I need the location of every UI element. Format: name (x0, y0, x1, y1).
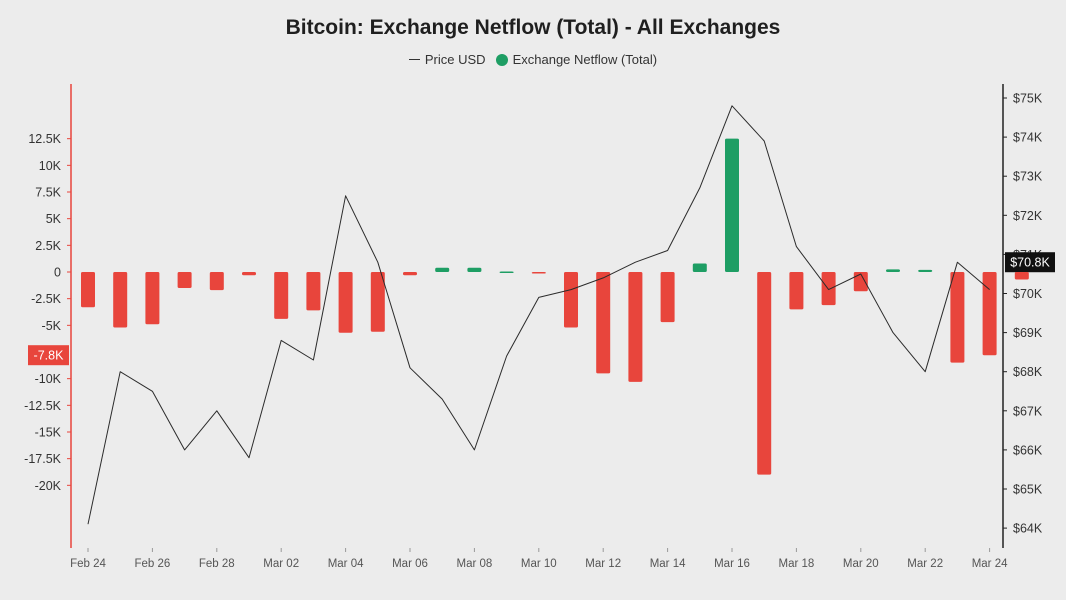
y-left-tick-label: 12.5K (28, 132, 61, 146)
y-left-tick-label: 0 (54, 266, 61, 280)
legend-item-price[interactable]: Price USD (408, 52, 486, 67)
y-left-tick-label: -12.5K (24, 399, 61, 413)
x-tick-label: Mar 06 (392, 558, 428, 570)
legend: Price USD Exchange Netflow (Total) (0, 52, 1066, 67)
y-right-tick-label: $70K (1013, 287, 1043, 301)
netflow-bar (950, 272, 965, 363)
y-left-value-badge-label: -7.8K (34, 349, 65, 363)
price-line (87, 105, 990, 525)
netflow-bar (499, 271, 514, 273)
y-left-tick-label: -15K (35, 425, 62, 439)
y-right-tick-label: $73K (1013, 170, 1043, 184)
netflow-bar (338, 272, 353, 333)
y-left-value-badge (28, 345, 69, 366)
y-right-tick-label: $65K (1013, 483, 1043, 497)
chart-title: Bitcoin: Exchange Netflow (Total) - All … (285, 16, 781, 39)
y-right-tick-label: $67K (1013, 404, 1043, 418)
netflow-bar (209, 272, 224, 291)
x-tick-label: Mar 20 (843, 558, 879, 570)
netflow-bar (982, 272, 997, 356)
netflow-bar (886, 269, 900, 272)
x-tick-label: Mar 02 (263, 558, 299, 570)
netflow-bar (692, 263, 707, 272)
netflow-bar (660, 272, 675, 323)
netflow-bar (628, 272, 643, 382)
x-tick-label: Feb 26 (134, 558, 170, 570)
netflow-bar (145, 272, 160, 325)
legend-label-netflow: Exchange Netflow (Total) (512, 52, 658, 67)
y-left-tick-label: 2.5K (35, 239, 61, 253)
netflow-bar (725, 138, 739, 272)
y-left-tick-label: -20K (35, 479, 62, 493)
y-right-tick-label: $74K (1013, 131, 1043, 145)
dot-legend-icon (495, 53, 508, 66)
netflow-bar (113, 272, 128, 328)
netflow-bar (403, 272, 417, 276)
netflow-bar (564, 272, 578, 328)
netflow-bar (531, 272, 546, 274)
x-tick-label: Mar 08 (457, 558, 493, 570)
y-left-tick-label: 5K (46, 212, 62, 226)
line-legend-icon (408, 59, 420, 60)
y-right-tick-label: $68K (1013, 365, 1043, 379)
y-left-tick-label: -5K (42, 319, 62, 333)
legend-item-netflow[interactable]: Exchange Netflow (Total) (495, 52, 658, 67)
y-right-tick-label: $69K (1013, 326, 1043, 340)
y-right-tick-label: $72K (1013, 209, 1043, 223)
netflow-bar (81, 272, 95, 308)
netflow-bar (435, 267, 450, 272)
netflow-bar (1014, 272, 1029, 280)
x-tick-label: Feb 28 (199, 558, 235, 570)
x-tick-label: Mar 04 (328, 558, 364, 570)
netflow-bar (596, 272, 611, 374)
x-tick-label: Mar 24 (972, 558, 1008, 570)
x-tick-label: Feb 24 (70, 558, 106, 570)
netflow-bar (821, 272, 836, 306)
netflow-bar (306, 272, 321, 311)
netflow-bar (467, 267, 482, 272)
y-right-tick-label: $66K (1013, 443, 1043, 457)
x-tick-label: Mar 18 (779, 558, 815, 570)
y-left-tick-label: 7.5K (35, 186, 61, 200)
x-tick-label: Mar 10 (521, 558, 557, 570)
y-right-tick-label: $75K (1013, 92, 1043, 106)
y-left-tick-label: -17.5K (24, 452, 61, 466)
netflow-bar (789, 272, 804, 310)
y-right-tick-label: $64K (1013, 522, 1043, 536)
netflow-bar (177, 272, 192, 288)
x-tick-label: Mar 12 (585, 558, 621, 570)
y-left-tick-label: 10K (39, 159, 62, 173)
y-right-value-badge-label: $70.8K (1010, 256, 1050, 270)
netflow-bar (918, 269, 933, 272)
y-left-tick-label: -10K (35, 372, 62, 386)
legend-label-price: Price USD (424, 52, 486, 67)
netflow-bar (370, 272, 385, 332)
netflow-bar (274, 272, 289, 319)
x-tick-label: Mar 22 (907, 558, 943, 570)
netflow-bar (242, 272, 256, 276)
x-tick-label: Mar 14 (650, 558, 686, 570)
y-left-tick-label: -2.5K (31, 292, 62, 306)
y-right-value-badge (1005, 252, 1055, 273)
netflow-bar (757, 272, 772, 475)
x-tick-label: Mar 16 (714, 558, 750, 570)
netflow-bar (853, 272, 868, 292)
